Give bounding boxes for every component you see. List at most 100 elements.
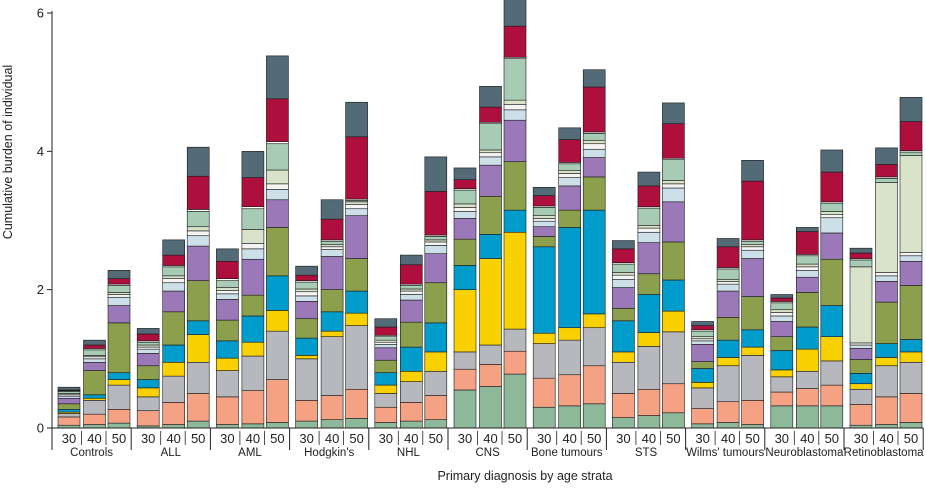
age-label-all-30: 30 xyxy=(141,431,155,446)
bar-segment-bone-tumours-40-7 xyxy=(558,177,582,187)
bar-segment-retinoblastoma-50-6 xyxy=(899,261,923,286)
bar-segment-cns-30-4 xyxy=(453,265,477,290)
bar-segment-hodgkin-s-50-1 xyxy=(345,388,368,419)
bar-segment-sts-30-10 xyxy=(612,263,635,273)
age-label-aml-30: 30 xyxy=(220,431,234,446)
bar-segment-sts-40-2 xyxy=(637,346,661,390)
bar-segment-aml-30-0 xyxy=(216,424,239,429)
bar-segment-aml-50-5 xyxy=(266,227,289,277)
bar-segment-aml-40-2 xyxy=(241,355,265,391)
bar-segment-retinoblastoma-30-7 xyxy=(849,344,873,349)
bar-segment-neuroblastoma-40-5 xyxy=(795,292,819,328)
bar-segment-nhl-30-3 xyxy=(374,384,398,394)
bar-segment-sts-50-9 xyxy=(662,180,685,185)
bar-segment-bone-tumours-50-0 xyxy=(582,403,606,429)
bar-segment-sts-30-2 xyxy=(612,361,635,394)
bar-segment-aml-50-9 xyxy=(266,169,289,185)
bar-segment-retinoblastoma-50-8 xyxy=(899,252,923,257)
bar-segment-hodgkin-s-30-1 xyxy=(295,400,318,422)
bar-segment-aml-50-0 xyxy=(266,422,289,429)
bar-segment-cns-30-13 xyxy=(453,167,477,180)
bar-segment-hodgkin-s-40-3 xyxy=(320,330,344,338)
bar-segment-all-30-1 xyxy=(136,410,160,427)
bar-segment-wilms-tumours-50-13 xyxy=(741,160,764,182)
bar-segment-nhl-50-3 xyxy=(424,351,448,372)
bar-segment-controls-40-7 xyxy=(83,358,106,363)
bar-segment-retinoblastoma-50-0 xyxy=(899,422,923,429)
bar-segment-hodgkin-s-50-3 xyxy=(345,312,368,326)
bar-segment-controls-40-2 xyxy=(83,400,106,415)
bar-segment-neuroblastoma-40-3 xyxy=(795,348,819,372)
bar-segment-neuroblastoma-30-1 xyxy=(770,391,794,407)
bar-segment-cns-50-12 xyxy=(503,25,527,58)
bar-segment-hodgkin-s-30-3 xyxy=(295,355,318,360)
bar-segment-all-40-7 xyxy=(162,282,185,292)
bar-segment-controls-30-7 xyxy=(57,395,81,399)
bar-segment-retinoblastoma-30-13 xyxy=(849,247,873,254)
bar-segment-bone-tumours-50-9 xyxy=(582,139,606,145)
bar-segment-wilms-tumours-30-6 xyxy=(691,344,714,362)
bar-segment-all-30-8 xyxy=(136,346,160,350)
bar-segment-wilms-tumours-40-9 xyxy=(716,278,740,282)
bar-segment-sts-50-6 xyxy=(662,201,685,243)
bar-segment-aml-50-12 xyxy=(266,98,289,142)
bar-segment-bone-tumours-50-8 xyxy=(582,143,606,150)
age-label-cns-50: 50 xyxy=(508,431,522,446)
bar-segment-bone-tumours-50-4 xyxy=(582,209,606,315)
bar-segment-bone-tumours-50-12 xyxy=(582,86,606,133)
bar-segment-aml-40-10 xyxy=(241,208,265,230)
bar-segment-sts-40-12 xyxy=(637,185,661,207)
bar-segment-all-30-7 xyxy=(136,348,160,354)
bar-segment-neuroblastoma-40-6 xyxy=(795,276,819,293)
bar-segment-aml-40-8 xyxy=(241,243,265,250)
bar-segment-nhl-30-5 xyxy=(374,359,398,373)
bar-segment-cns-30-0 xyxy=(453,389,477,429)
bar-segment-nhl-30-13 xyxy=(374,318,398,328)
bar-segment-all-30-13 xyxy=(136,328,160,335)
bar-segment-hodgkin-s-30-4 xyxy=(295,337,318,356)
bar-segment-sts-30-13 xyxy=(612,240,635,250)
bar-segment-cns-30-9 xyxy=(453,203,477,208)
bar-segment-all-50-4 xyxy=(186,320,210,335)
bar-segment-wilms-tumours-30-10 xyxy=(691,330,714,338)
bar-segment-all-40-13 xyxy=(162,239,185,256)
bar-segment-hodgkin-s-30-12 xyxy=(295,274,318,281)
bar-segment-bone-tumours-40-5 xyxy=(558,209,582,228)
bar-segment-aml-30-10 xyxy=(216,280,239,288)
bar-segment-sts-50-12 xyxy=(662,123,685,159)
bar-segment-controls-40-1 xyxy=(83,413,106,425)
bar-segment-all-30-9 xyxy=(136,344,160,348)
bar-segment-sts-40-5 xyxy=(637,273,661,295)
bar-segment-aml-50-7 xyxy=(266,189,289,201)
bar-segment-cns-40-3 xyxy=(479,258,502,346)
bar-segment-hodgkin-s-50-6 xyxy=(345,215,368,259)
bar-segment-all-30-2 xyxy=(136,396,160,412)
bar-segment-bone-tumours-50-5 xyxy=(582,176,606,211)
bar-segment-aml-40-13 xyxy=(241,151,265,178)
bar-segment-nhl-50-0 xyxy=(424,419,448,429)
bar-segment-retinoblastoma-30-5 xyxy=(849,359,873,374)
bar-segment-hodgkin-s-50-13 xyxy=(345,101,368,138)
bar-segment-neuroblastoma-30-7 xyxy=(770,315,794,322)
bar-segment-cns-30-12 xyxy=(453,179,477,189)
bar-segment-hodgkin-s-30-8 xyxy=(295,291,318,297)
bar-segment-cns-50-8 xyxy=(503,104,527,111)
bar-segment-neuroblastoma-50-8 xyxy=(820,213,844,219)
group-label-controls: Controls xyxy=(70,447,113,459)
bar-segment-all-30-4 xyxy=(136,379,160,389)
bar-segment-retinoblastoma-40-12 xyxy=(875,164,898,178)
age-label-wilms-tumours-50: 50 xyxy=(745,431,759,446)
bar-segment-nhl-50-12 xyxy=(424,191,448,236)
age-label-bone-tumours-30: 30 xyxy=(537,431,551,446)
bar-segment-nhl-40-3 xyxy=(399,370,423,382)
bar-segment-all-30-10 xyxy=(136,341,160,346)
bar-segment-bone-tumours-30-12 xyxy=(532,195,556,207)
y-axis-title: Cumulative burden of individual xyxy=(1,65,15,239)
bar-segment-controls-30-10 xyxy=(57,391,81,394)
bar-segment-wilms-tumours-50-9 xyxy=(741,244,764,248)
bar-segment-controls-50-8 xyxy=(107,294,131,298)
bar-segment-wilms-tumours-40-2 xyxy=(716,365,740,403)
bar-segment-retinoblastoma-30-6 xyxy=(849,348,873,360)
bar-segment-all-50-1 xyxy=(186,393,210,422)
bar-segment-retinoblastoma-40-5 xyxy=(875,301,898,344)
